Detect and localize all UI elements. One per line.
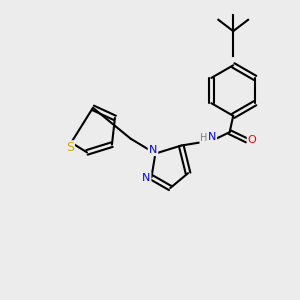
Text: N: N	[142, 173, 150, 183]
Text: N: N	[149, 145, 157, 155]
Text: H: H	[200, 133, 208, 143]
Text: S: S	[66, 141, 74, 154]
Text: O: O	[248, 136, 256, 146]
Text: N: N	[208, 132, 216, 142]
